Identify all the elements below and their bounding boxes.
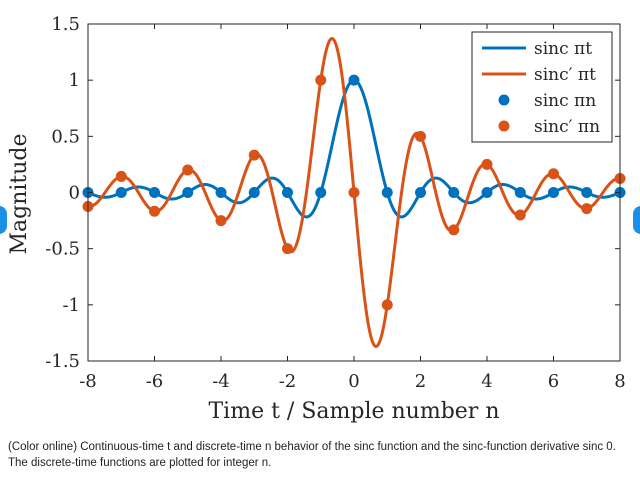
x-axis-label: Time t / Sample number n bbox=[209, 399, 500, 424]
data-point-s3-6 bbox=[282, 243, 293, 255]
axis-ticks: -8 -6 -4 -2 0 2 4 6 8 1.5 1 0.5 0 -0.5 -1 -1.5 bbox=[45, 14, 625, 392]
x-tick-label: 8 bbox=[614, 371, 625, 392]
y-tick-label: -1.5 bbox=[45, 351, 80, 372]
data-point-s2-13 bbox=[514, 187, 526, 198]
next-nav-button[interactable] bbox=[633, 206, 640, 234]
x-tick-label: 4 bbox=[481, 371, 492, 392]
data-point-s2-5 bbox=[248, 187, 260, 198]
legend-marker-swatch bbox=[498, 120, 510, 132]
data-point-s3-5 bbox=[248, 149, 260, 161]
y-tick-label: 1.5 bbox=[51, 14, 80, 35]
data-point-s2-3 bbox=[182, 187, 194, 198]
legend: sinc πt sinc′ πt sinc πn sinc′ πn bbox=[471, 31, 613, 143]
x-tick-label: -6 bbox=[146, 371, 164, 392]
data-point-s3-10 bbox=[415, 130, 426, 142]
legend-label: sinc′ πn bbox=[534, 117, 600, 137]
sinc-chart: -8 -6 -4 -2 0 2 4 6 81.510.50-0.5-1-1.5 sinc πts… bbox=[7, 14, 626, 424]
data-point-s3-7 bbox=[315, 74, 327, 86]
data-point-s2-8 bbox=[348, 74, 360, 86]
y-tick-label: 0.5 bbox=[51, 126, 80, 147]
legend-label: sinc πn bbox=[534, 91, 596, 111]
legend-box bbox=[471, 31, 613, 143]
x-tick-label: -2 bbox=[279, 371, 297, 392]
data-point-s2-7 bbox=[315, 187, 327, 198]
data-point-s2-2 bbox=[149, 187, 160, 198]
x-tick-label: -4 bbox=[212, 371, 230, 392]
legend-label: sinc πt bbox=[534, 39, 592, 59]
x-tick-label: 0 bbox=[348, 371, 359, 392]
plot-area bbox=[82, 37, 626, 348]
data-point-s2-9 bbox=[381, 187, 393, 198]
data-point-s2-12 bbox=[481, 187, 493, 198]
data-point-s3-12 bbox=[481, 158, 493, 170]
x-tick-label: 2 bbox=[415, 371, 426, 392]
data-point-s2-14 bbox=[548, 187, 559, 198]
legend-marker-swatch bbox=[498, 94, 510, 106]
y-tick-label: -0.5 bbox=[45, 239, 80, 260]
y-tick-label: 0 bbox=[69, 183, 80, 204]
data-point-s3-1 bbox=[115, 170, 127, 182]
data-point-s3-8 bbox=[348, 187, 360, 198]
data-point-s2-6 bbox=[282, 187, 293, 198]
y-tick-label: -1 bbox=[62, 295, 80, 316]
data-point-s2-11 bbox=[448, 187, 460, 198]
data-point-s3-9 bbox=[381, 299, 393, 311]
data-point-s2-1 bbox=[115, 187, 127, 198]
x-tick-label: -8 bbox=[79, 371, 97, 392]
data-point-s2-10 bbox=[415, 187, 426, 198]
data-point-s2-15 bbox=[581, 187, 593, 198]
figure-caption: (Color online) Continuous-time t and dis… bbox=[8, 441, 616, 469]
data-point-s3-14 bbox=[548, 168, 559, 180]
data-point-s3-11 bbox=[448, 224, 460, 236]
legend-label: sinc′ πt bbox=[534, 65, 596, 85]
data-point-s3-2 bbox=[149, 205, 160, 217]
data-point-s3-3 bbox=[182, 164, 194, 176]
y-axis-label: Magnitude bbox=[7, 133, 32, 254]
data-point-s3-13 bbox=[514, 209, 526, 221]
data-point-s3-4 bbox=[215, 215, 227, 227]
data-point-s3-15 bbox=[581, 203, 593, 215]
previous-nav-button[interactable] bbox=[0, 206, 7, 234]
x-tick-label: 6 bbox=[548, 371, 559, 392]
data-point-s2-4 bbox=[215, 187, 227, 198]
y-tick-label: 1 bbox=[69, 70, 80, 91]
